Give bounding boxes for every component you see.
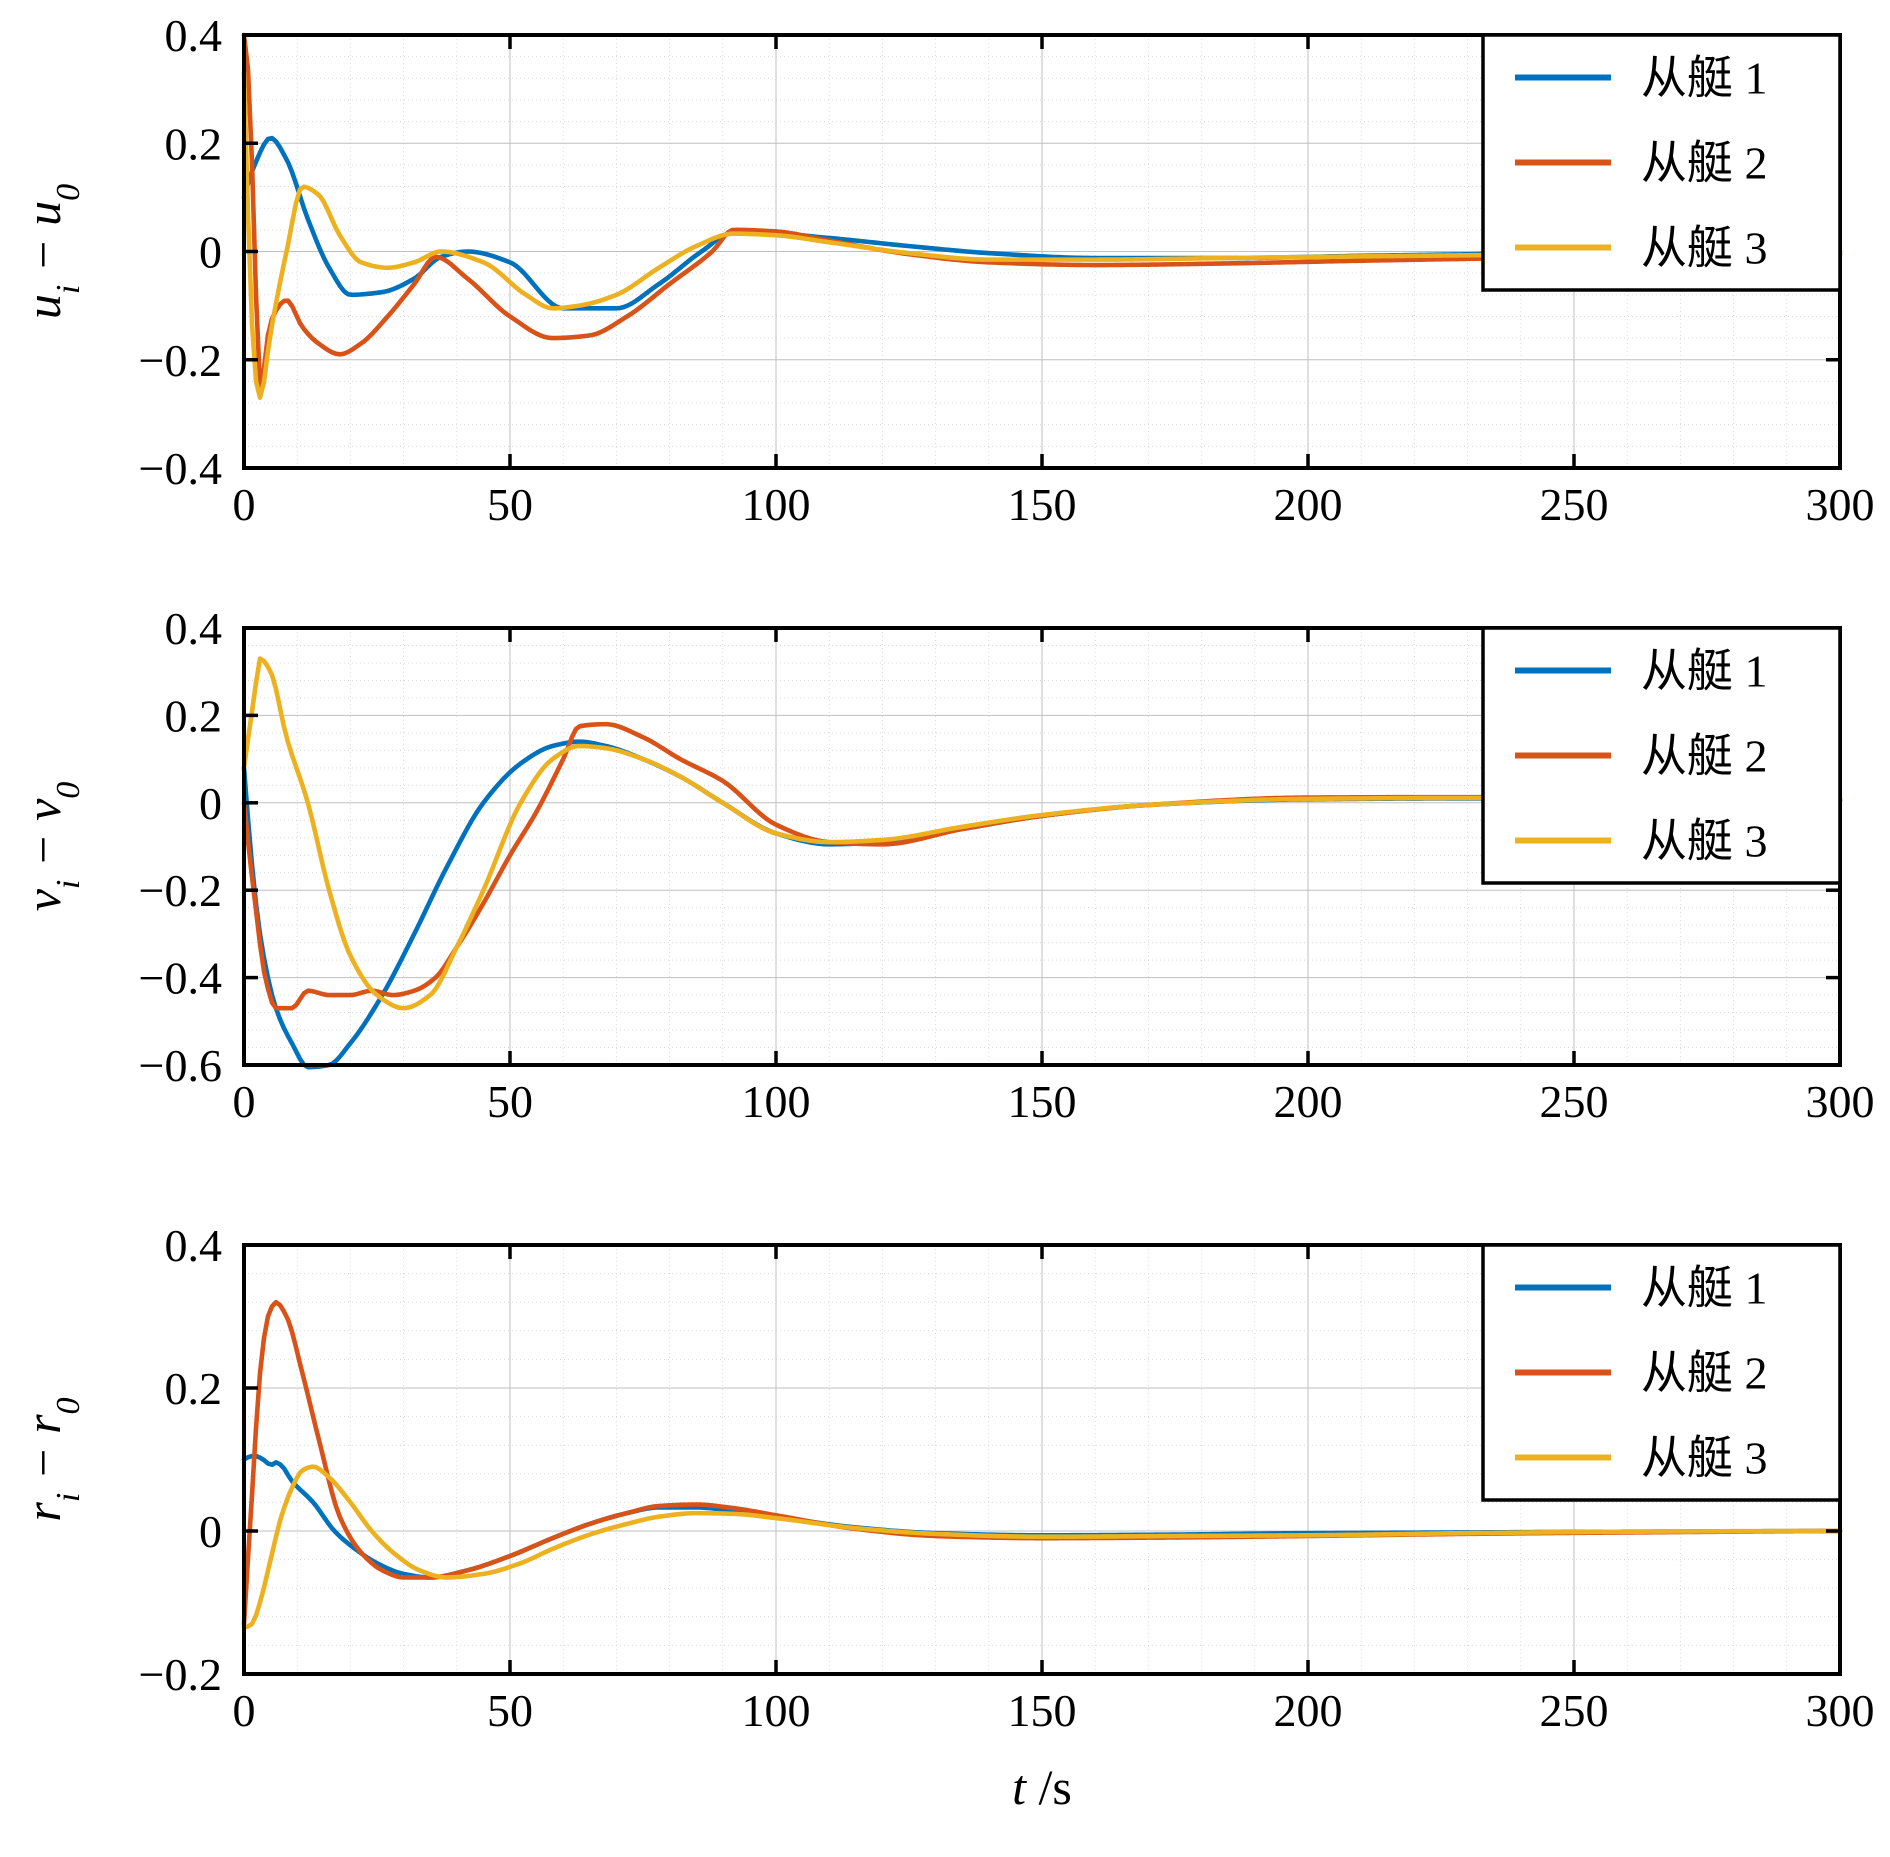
- svg-text:200: 200: [1274, 1076, 1343, 1127]
- svg-text:从艇 1: 从艇 1: [1641, 646, 1768, 697]
- svg-text:从艇 2: 从艇 2: [1641, 1348, 1768, 1399]
- svg-text:从艇 2: 从艇 2: [1641, 138, 1768, 189]
- svg-text:0: 0: [199, 778, 222, 829]
- svg-text:t /s: t /s: [1012, 1759, 1072, 1815]
- svg-text:从艇 3: 从艇 3: [1641, 1433, 1768, 1484]
- svg-text:200: 200: [1274, 479, 1343, 530]
- svg-text:100: 100: [742, 479, 811, 530]
- svg-text:250: 250: [1540, 1076, 1609, 1127]
- svg-text:150: 150: [1008, 479, 1077, 530]
- svg-text:−0.2: −0.2: [139, 1649, 222, 1700]
- svg-text:0: 0: [199, 1506, 222, 1557]
- svg-text:300: 300: [1806, 1076, 1875, 1127]
- svg-text:50: 50: [487, 1076, 533, 1127]
- svg-text:50: 50: [487, 479, 533, 530]
- svg-text:250: 250: [1540, 1685, 1609, 1736]
- svg-text:300: 300: [1806, 1685, 1875, 1736]
- svg-text:250: 250: [1540, 479, 1609, 530]
- svg-text:50: 50: [487, 1685, 533, 1736]
- svg-text:从艇 2: 从艇 2: [1641, 731, 1768, 782]
- svg-text:0: 0: [233, 1685, 256, 1736]
- svg-text:0.4: 0.4: [165, 603, 223, 654]
- svg-text:0.4: 0.4: [165, 10, 223, 61]
- svg-text:0.2: 0.2: [165, 690, 223, 741]
- svg-text:0.2: 0.2: [165, 118, 223, 169]
- svg-text:从艇 1: 从艇 1: [1641, 53, 1768, 104]
- svg-text:0: 0: [199, 227, 222, 278]
- svg-text:0: 0: [233, 1076, 256, 1127]
- svg-text:0.4: 0.4: [165, 1220, 223, 1271]
- svg-text:−0.6: −0.6: [139, 1040, 222, 1091]
- svg-text:−0.2: −0.2: [139, 335, 222, 386]
- svg-text:−0.4: −0.4: [139, 953, 222, 1004]
- svg-text:100: 100: [742, 1076, 811, 1127]
- svg-text:200: 200: [1274, 1685, 1343, 1736]
- svg-text:300: 300: [1806, 479, 1875, 530]
- svg-text:从艇 3: 从艇 3: [1641, 816, 1768, 867]
- svg-text:150: 150: [1008, 1076, 1077, 1127]
- svg-text:从艇 3: 从艇 3: [1641, 223, 1768, 274]
- svg-text:100: 100: [742, 1685, 811, 1736]
- svg-text:0.2: 0.2: [165, 1363, 223, 1414]
- svg-text:从艇 1: 从艇 1: [1641, 1263, 1768, 1314]
- svg-text:−0.4: −0.4: [139, 443, 222, 494]
- svg-text:0: 0: [233, 479, 256, 530]
- svg-text:150: 150: [1008, 1685, 1077, 1736]
- svg-text:−0.2: −0.2: [139, 865, 222, 916]
